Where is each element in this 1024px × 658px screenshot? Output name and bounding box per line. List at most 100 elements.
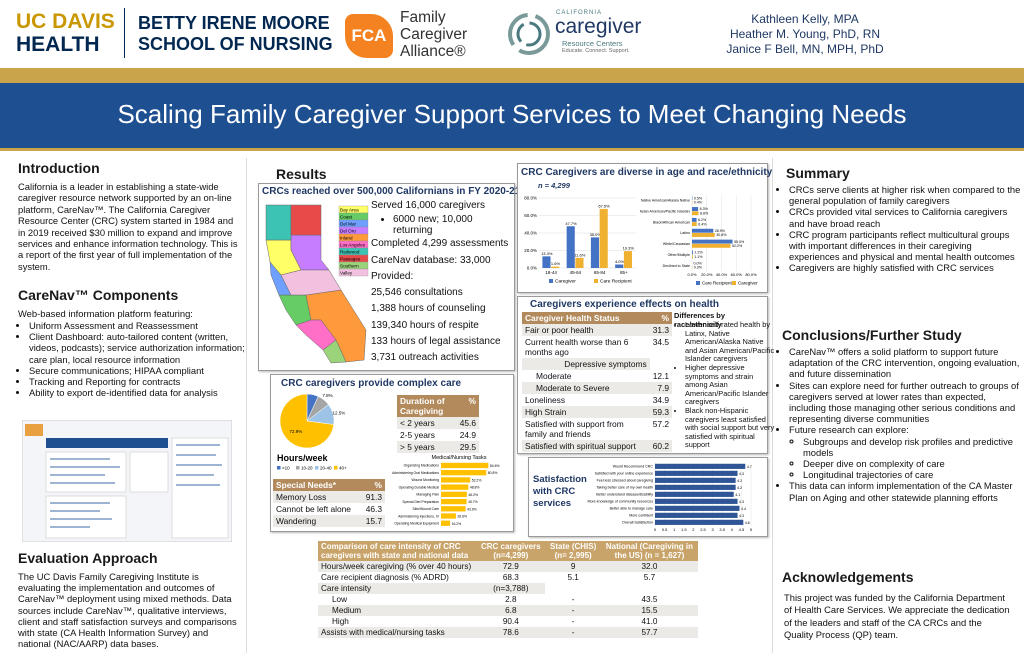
bar bbox=[692, 239, 733, 244]
table-cell: < 2 years bbox=[397, 417, 457, 429]
list-item: Provided: bbox=[371, 270, 414, 282]
bar bbox=[692, 243, 731, 248]
header-cell: Duration of Caregiving bbox=[397, 395, 457, 417]
column-divider bbox=[246, 158, 247, 653]
crc-logo-mark bbox=[508, 13, 550, 55]
list-item: 3,731 outreach activities bbox=[371, 352, 479, 364]
table-cell: 5.7 bbox=[643, 573, 656, 582]
bar bbox=[655, 470, 738, 476]
pie-slice bbox=[279, 393, 335, 449]
data-label: 84.6% bbox=[490, 464, 500, 468]
legend-swatch bbox=[315, 466, 319, 470]
differences-list: Lower self-rated health by Latinx, Nativ… bbox=[674, 320, 775, 450]
x-tick-label: 80.0% bbox=[745, 272, 757, 277]
bar bbox=[599, 208, 608, 268]
data-label: 0.5% bbox=[694, 196, 703, 200]
reach-panel: CRCs reached over 500,000 Californians i… bbox=[258, 183, 520, 371]
table-cell: Moderate to Severe bbox=[522, 382, 650, 394]
header-cell: % bbox=[649, 312, 672, 324]
logo-text: SCHOOL OF NURSING bbox=[138, 34, 333, 54]
special-needs-table: Special Needs*% Memory Loss 91.3 Cannot be … bbox=[273, 479, 385, 527]
map-region bbox=[265, 204, 292, 241]
category-label: Overall Satisfaction bbox=[622, 521, 653, 525]
logo-line: Alliance® bbox=[400, 43, 466, 60]
chart-title: Medical/Nursing Tasks bbox=[432, 455, 487, 461]
list-item: Secure communications; HIPAA compliant bbox=[29, 365, 251, 376]
data-label: 80.8% bbox=[488, 471, 498, 475]
bar bbox=[692, 228, 714, 233]
list-item: Subgroups and develop risk profiles and … bbox=[803, 436, 1023, 458]
author: Heather M. Young, PhD, RN bbox=[729, 27, 881, 41]
table-cell: - bbox=[571, 617, 575, 626]
fca-logo: FCA bbox=[345, 14, 393, 58]
header-cell: Comparison of care intensity of CRC care… bbox=[318, 541, 477, 561]
table-cell: 57.7 bbox=[600, 627, 698, 638]
data-label: 4.3 bbox=[739, 500, 744, 504]
sub-list: 6000 new; 10,000 returning bbox=[371, 214, 511, 236]
bar bbox=[623, 251, 633, 268]
column-divider bbox=[772, 158, 773, 653]
category-label: Black/African American bbox=[653, 220, 690, 224]
data-label: 8.8% bbox=[700, 211, 709, 215]
legend-label: Redwood bbox=[340, 250, 360, 255]
logo-text: caregiver bbox=[555, 15, 642, 38]
header-cell: Caregiver Health Status bbox=[522, 312, 650, 324]
legend-label: Los Angeles bbox=[340, 243, 366, 248]
table-cell: Care intensity bbox=[318, 583, 477, 594]
section-heading: Acknowledgements bbox=[782, 569, 914, 585]
x-tick-label: 0.5 bbox=[662, 527, 668, 532]
legend-swatch bbox=[549, 279, 553, 283]
bar bbox=[590, 237, 600, 268]
data-label: 4.3 bbox=[739, 472, 744, 476]
header-cell: % bbox=[360, 479, 385, 491]
list-item: Ability to export de-identified data for… bbox=[29, 387, 251, 398]
table-cell: 5.1 bbox=[567, 573, 579, 582]
paragraph: California is a leader in establishing a… bbox=[18, 181, 238, 272]
screen-lines bbox=[50, 444, 222, 528]
legend-label: 10-20 bbox=[301, 465, 313, 470]
legend-label: Southern bbox=[340, 264, 359, 269]
list-item: 139,340 hours of respite bbox=[371, 319, 479, 331]
y-tick-label: 80.0% bbox=[524, 196, 537, 201]
data-label: 6.2% bbox=[698, 218, 707, 222]
x-tick-label: 1 bbox=[673, 527, 676, 532]
differences-heading: Differences by race/ethnicity bbox=[674, 311, 725, 329]
category-label: Administering Oral Medications bbox=[392, 471, 439, 475]
category-label: Would Recommend CRC bbox=[613, 465, 654, 469]
data-label: 8.3% bbox=[700, 207, 709, 211]
table-cell: 12.1 bbox=[652, 371, 669, 381]
data-label: 26.6% bbox=[457, 515, 467, 519]
title-bar bbox=[0, 83, 1024, 148]
legend-swatch bbox=[334, 466, 338, 470]
list-item: Uniform Assessment and Reassessment bbox=[29, 320, 251, 331]
table-cell: 24.9 bbox=[459, 430, 476, 440]
bar bbox=[575, 257, 584, 268]
table-cell: 43.5 bbox=[641, 595, 658, 604]
logo-text: CALIFORNIA bbox=[556, 10, 603, 16]
logo-swirl bbox=[516, 21, 542, 47]
bar bbox=[655, 491, 734, 497]
table-cell: 68.3 bbox=[502, 573, 519, 582]
category-label: Better able to manage care bbox=[610, 507, 653, 511]
data-label: 4.2 bbox=[737, 479, 742, 483]
table-cell: 59.3 bbox=[649, 406, 672, 418]
x-tick-label: 4 bbox=[731, 527, 734, 532]
logo-text: UC DAVIS bbox=[16, 10, 115, 33]
legend-swatch bbox=[732, 281, 736, 285]
data-label: 4.7 bbox=[747, 465, 752, 469]
section-heading: Summary bbox=[786, 165, 850, 181]
x-tick-label: 85+ bbox=[620, 270, 628, 275]
bar bbox=[692, 211, 699, 216]
age-chart: 0.0% 20.0% 40.0% 60.0% 80.0% 18-44 13.3% 1.6% 45… bbox=[524, 196, 636, 285]
logo-text: HEALTH bbox=[16, 33, 100, 56]
data-label: 45.7% bbox=[468, 500, 478, 504]
header-row: Special Needs*% bbox=[273, 479, 385, 491]
table-cell: 32.0 bbox=[600, 561, 698, 572]
table-row: High 90.4 - 41.0 bbox=[318, 616, 698, 627]
bar bbox=[551, 266, 560, 268]
table-cell: Wandering bbox=[273, 515, 361, 527]
category-label: Managing Pain bbox=[416, 493, 439, 497]
header-cell: State (CHIS) (n= 2,995) bbox=[545, 541, 601, 561]
list-item: Client Dashboard: auto-tailored content … bbox=[29, 331, 251, 365]
table-row: Depressive symptoms bbox=[522, 358, 672, 370]
